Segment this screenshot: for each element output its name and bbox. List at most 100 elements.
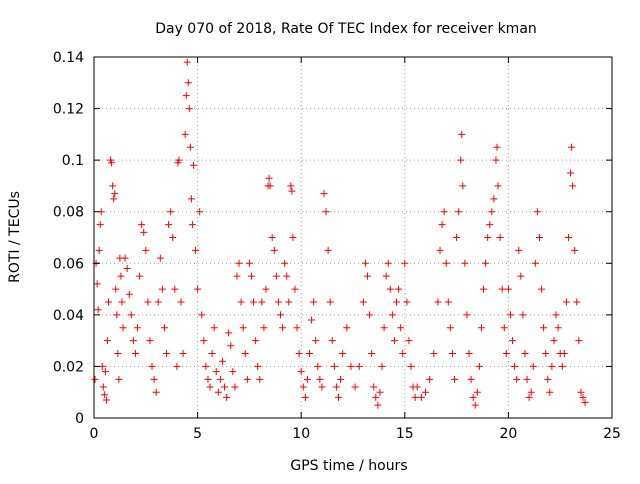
data-point <box>225 329 233 337</box>
data-point <box>513 375 521 383</box>
data-point <box>293 324 301 332</box>
data-point <box>113 311 121 319</box>
data-point <box>316 375 324 383</box>
data-point <box>160 324 168 332</box>
data-point <box>198 311 206 319</box>
data-point <box>493 143 501 151</box>
data-point <box>158 285 166 293</box>
data-point <box>119 324 127 332</box>
data-point <box>196 208 204 216</box>
data-point <box>237 298 245 306</box>
data-point <box>103 337 111 345</box>
data-point <box>436 246 444 254</box>
data-point <box>175 156 183 164</box>
data-point <box>152 388 160 396</box>
data-point <box>202 362 210 370</box>
data-point <box>131 350 139 358</box>
data-point <box>581 399 589 407</box>
data-point <box>110 195 118 203</box>
data-point <box>310 298 318 306</box>
data-point <box>542 350 550 358</box>
data-point <box>484 234 492 241</box>
data-point <box>502 350 510 358</box>
data-point <box>266 182 274 190</box>
data-point <box>289 234 297 241</box>
data-point <box>279 324 287 332</box>
data-point <box>364 272 372 280</box>
data-point <box>326 298 334 306</box>
data-point <box>112 285 120 293</box>
data-point <box>496 234 504 241</box>
data-point <box>206 383 214 391</box>
data-point <box>438 221 446 229</box>
data-point <box>370 383 378 391</box>
data-point <box>299 383 307 391</box>
data-point <box>134 324 142 332</box>
data-point <box>258 298 266 306</box>
data-point <box>405 337 413 345</box>
data-point <box>214 388 222 396</box>
y-axis-label: ROTI / TECUs <box>7 191 23 283</box>
data-point <box>459 182 467 190</box>
data-point <box>521 350 529 358</box>
data-point <box>515 246 523 254</box>
data-point <box>105 298 113 306</box>
y-tick-label: 0.06 <box>53 256 84 272</box>
data-point <box>108 159 116 167</box>
data-point <box>395 285 403 293</box>
data-point <box>114 350 122 358</box>
data-point <box>569 182 577 190</box>
data-point <box>227 342 235 350</box>
data-point <box>148 362 156 370</box>
data-point <box>100 391 108 399</box>
x-tick-label: 5 <box>193 426 202 442</box>
data-point <box>332 383 340 391</box>
data-point <box>473 388 481 396</box>
axes: 0 5 10 15 20 25 0 0.02 0.04 0.06 0.08 0.1 0.12 0.14 <box>53 50 621 442</box>
data-point <box>390 337 398 345</box>
data-point <box>165 221 173 229</box>
data-point <box>187 195 195 203</box>
data-point <box>407 362 415 370</box>
data-point <box>378 362 386 370</box>
y-tick-label: 0.08 <box>53 205 84 221</box>
x-tick-label: 25 <box>603 426 621 442</box>
data-point <box>125 290 133 298</box>
data-point <box>262 285 270 293</box>
data-point <box>117 272 125 280</box>
data-point <box>527 388 535 396</box>
y-tick-label: 0.1 <box>62 153 84 169</box>
data-point <box>560 350 568 358</box>
data-point <box>274 298 282 306</box>
data-point <box>188 221 196 229</box>
data-point <box>144 298 152 306</box>
data-point <box>182 92 190 100</box>
data-point <box>140 228 148 236</box>
data-point <box>136 272 144 280</box>
data-point <box>397 324 405 332</box>
data-point <box>287 182 295 190</box>
data-point <box>270 246 278 254</box>
data-point <box>322 208 330 216</box>
data-point <box>422 388 430 396</box>
data-point <box>523 375 531 383</box>
data-point <box>272 272 280 280</box>
data-point <box>324 246 332 254</box>
data-point <box>564 234 572 241</box>
data-point <box>361 259 369 267</box>
data-point <box>504 285 512 293</box>
data-point <box>181 130 189 138</box>
data-point <box>538 285 546 293</box>
data-point <box>305 350 313 358</box>
y-tick-label: 0.14 <box>53 50 84 66</box>
data-point <box>430 350 438 358</box>
data-point <box>500 324 508 332</box>
data-point <box>482 259 490 267</box>
data-point <box>494 182 502 190</box>
data-point <box>330 362 338 370</box>
data-point <box>208 350 216 358</box>
data-point <box>156 254 164 262</box>
data-point <box>413 383 421 391</box>
data-point <box>138 221 146 229</box>
data-point <box>314 362 322 370</box>
